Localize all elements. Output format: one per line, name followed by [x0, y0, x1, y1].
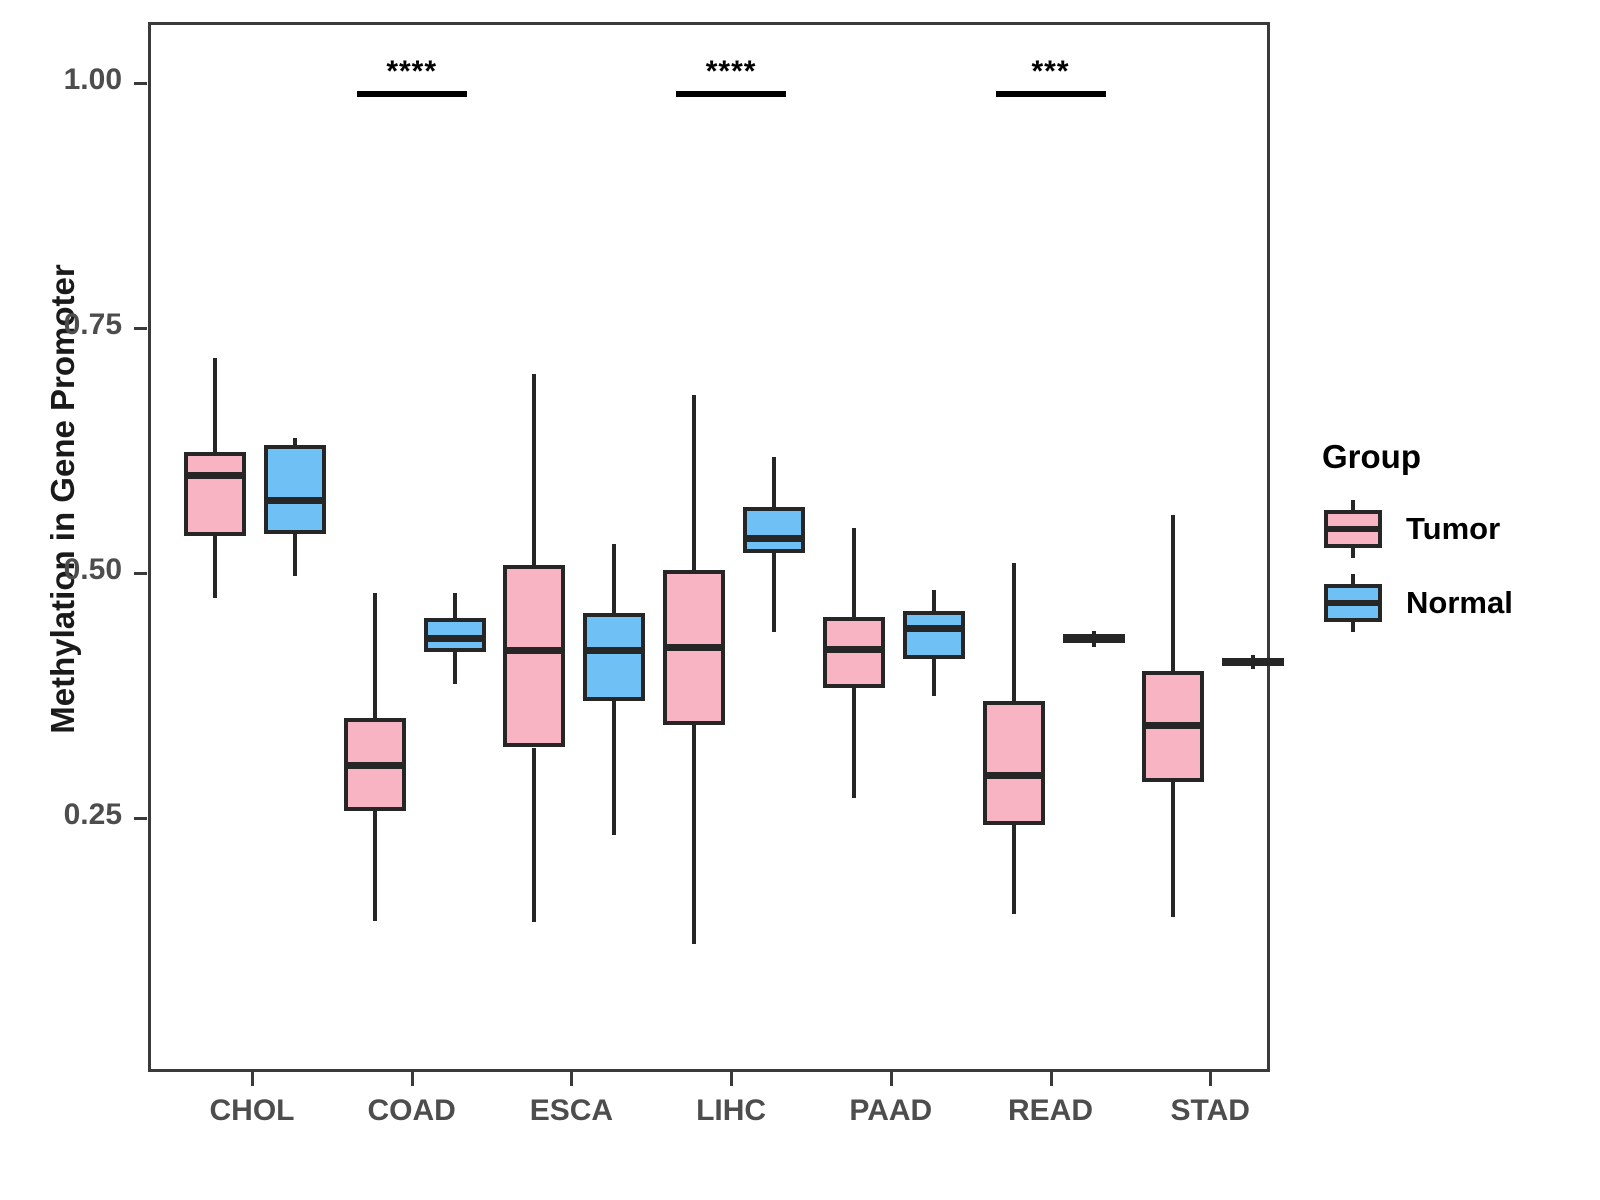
box-whisker-lower	[372, 811, 377, 921]
box-median-line	[743, 534, 806, 542]
box-esca-tumor[interactable]	[503, 565, 566, 748]
box-median-line	[1222, 659, 1285, 667]
x-axis-tick-label-coad: COAD	[367, 1094, 456, 1127]
box-median-line	[1142, 721, 1205, 729]
box-whisker-lower	[931, 659, 936, 696]
box-whisker-lower	[213, 535, 217, 598]
x-axis-tick-mark	[730, 1072, 734, 1086]
box-whisker-lower	[1091, 642, 1096, 647]
box-median-line	[264, 496, 326, 504]
box-whisker-upper	[1091, 630, 1096, 634]
x-axis-tick-mark	[251, 1072, 254, 1086]
box-median-line	[503, 646, 566, 654]
significance-label-coad: ****	[386, 54, 438, 88]
box-whisker-lower	[1171, 781, 1176, 918]
box-whisker-upper	[772, 457, 777, 508]
x-axis-tick-mark	[889, 1072, 893, 1086]
box-whisker-lower	[532, 747, 537, 922]
box-whisker-lower	[772, 553, 777, 632]
box-whisker-upper	[931, 589, 936, 612]
box-whisker-upper	[612, 543, 617, 614]
box-median-line	[583, 646, 646, 654]
y-axis-tick-label: 1.00	[63, 63, 122, 96]
y-axis-tick-label: 0.25	[63, 798, 122, 831]
y-axis-title: Methylation in Gene Promoter	[44, 264, 81, 734]
box-chol-normal[interactable]	[264, 444, 326, 534]
plot-panel	[148, 22, 1285, 1072]
legend-entries: Tumor Normal	[1322, 498, 1592, 634]
legend-entry-normal[interactable]: Normal	[1322, 572, 1592, 634]
box-median-line	[343, 762, 406, 770]
box-whisker-upper	[293, 437, 297, 445]
legend-key-icon	[1322, 498, 1384, 560]
box-whisker-upper	[452, 592, 457, 619]
y-axis-tick-mark	[134, 572, 147, 575]
box-median-line	[1062, 634, 1125, 642]
box-whisker-lower	[692, 724, 697, 945]
y-axis-tick-label: 0.50	[63, 553, 122, 586]
box-whisker-upper	[692, 394, 697, 571]
x-axis-tick-label-lihc: LIHC	[696, 1094, 767, 1127]
box-whisker-lower	[1251, 666, 1256, 670]
y-axis-tick-mark	[134, 817, 147, 820]
box-whisker-upper	[1011, 563, 1016, 702]
legend-title: Group	[1322, 438, 1421, 475]
x-axis-tick-label-paad: PAAD	[849, 1094, 933, 1127]
box-whisker-upper	[1251, 655, 1256, 659]
x-axis-tick-label-stad: STAD	[1170, 1094, 1250, 1127]
x-axis-tick-mark	[1209, 1072, 1213, 1086]
x-axis-tick-label-read: READ	[1007, 1094, 1094, 1127]
box-whisker-lower	[293, 533, 297, 576]
box-median-line	[184, 472, 246, 480]
box-whisker-upper	[372, 592, 377, 719]
box-paad-normal[interactable]	[902, 611, 965, 660]
plot-area	[151, 25, 1285, 1069]
box-whisker-lower	[612, 701, 617, 835]
box-median-line	[822, 645, 885, 653]
x-axis-tick-mark	[410, 1072, 414, 1086]
x-axis-tick-mark	[570, 1072, 574, 1086]
box-median-line	[663, 643, 726, 651]
legend-key-median	[1324, 600, 1382, 606]
legend-key-icon	[1322, 572, 1384, 634]
box-whisker-upper	[1171, 515, 1176, 672]
significance-label-lihc: ****	[705, 54, 757, 88]
box-whisker-upper	[213, 358, 217, 452]
box-whisker-upper	[532, 374, 537, 566]
significance-label-read: ***	[1031, 54, 1070, 88]
y-axis-tick-mark	[134, 327, 147, 330]
box-read-tumor[interactable]	[982, 701, 1045, 825]
box-median-line	[423, 634, 486, 642]
box-esca-normal[interactable]	[583, 613, 646, 702]
legend: Group Tumor Normal	[1322, 438, 1592, 646]
x-axis-tick-label-chol: CHOL	[209, 1094, 295, 1127]
box-whisker-lower	[851, 687, 856, 799]
legend-entry-label: Normal	[1406, 585, 1513, 620]
x-axis-tick-mark	[1049, 1072, 1053, 1086]
box-median-line	[902, 624, 965, 632]
box-whisker-lower	[1011, 824, 1016, 915]
significance-bar-coad	[356, 90, 467, 97]
y-axis-tick-mark	[134, 82, 147, 85]
box-median-line	[982, 771, 1045, 779]
significance-bar-read	[995, 90, 1106, 97]
box-whisker-upper	[851, 527, 856, 618]
y-axis-tick-label: 0.75	[63, 308, 122, 341]
legend-key-median	[1324, 526, 1382, 532]
legend-entry-tumor[interactable]: Tumor	[1322, 498, 1592, 560]
x-axis-tick-label-esca: ESCA	[529, 1094, 614, 1127]
significance-bar-lihc	[676, 90, 787, 97]
legend-entry-label: Tumor	[1406, 511, 1501, 546]
box-lihc-normal[interactable]	[743, 507, 806, 554]
box-whisker-lower	[452, 652, 457, 684]
box-chol-tumor[interactable]	[184, 451, 246, 536]
